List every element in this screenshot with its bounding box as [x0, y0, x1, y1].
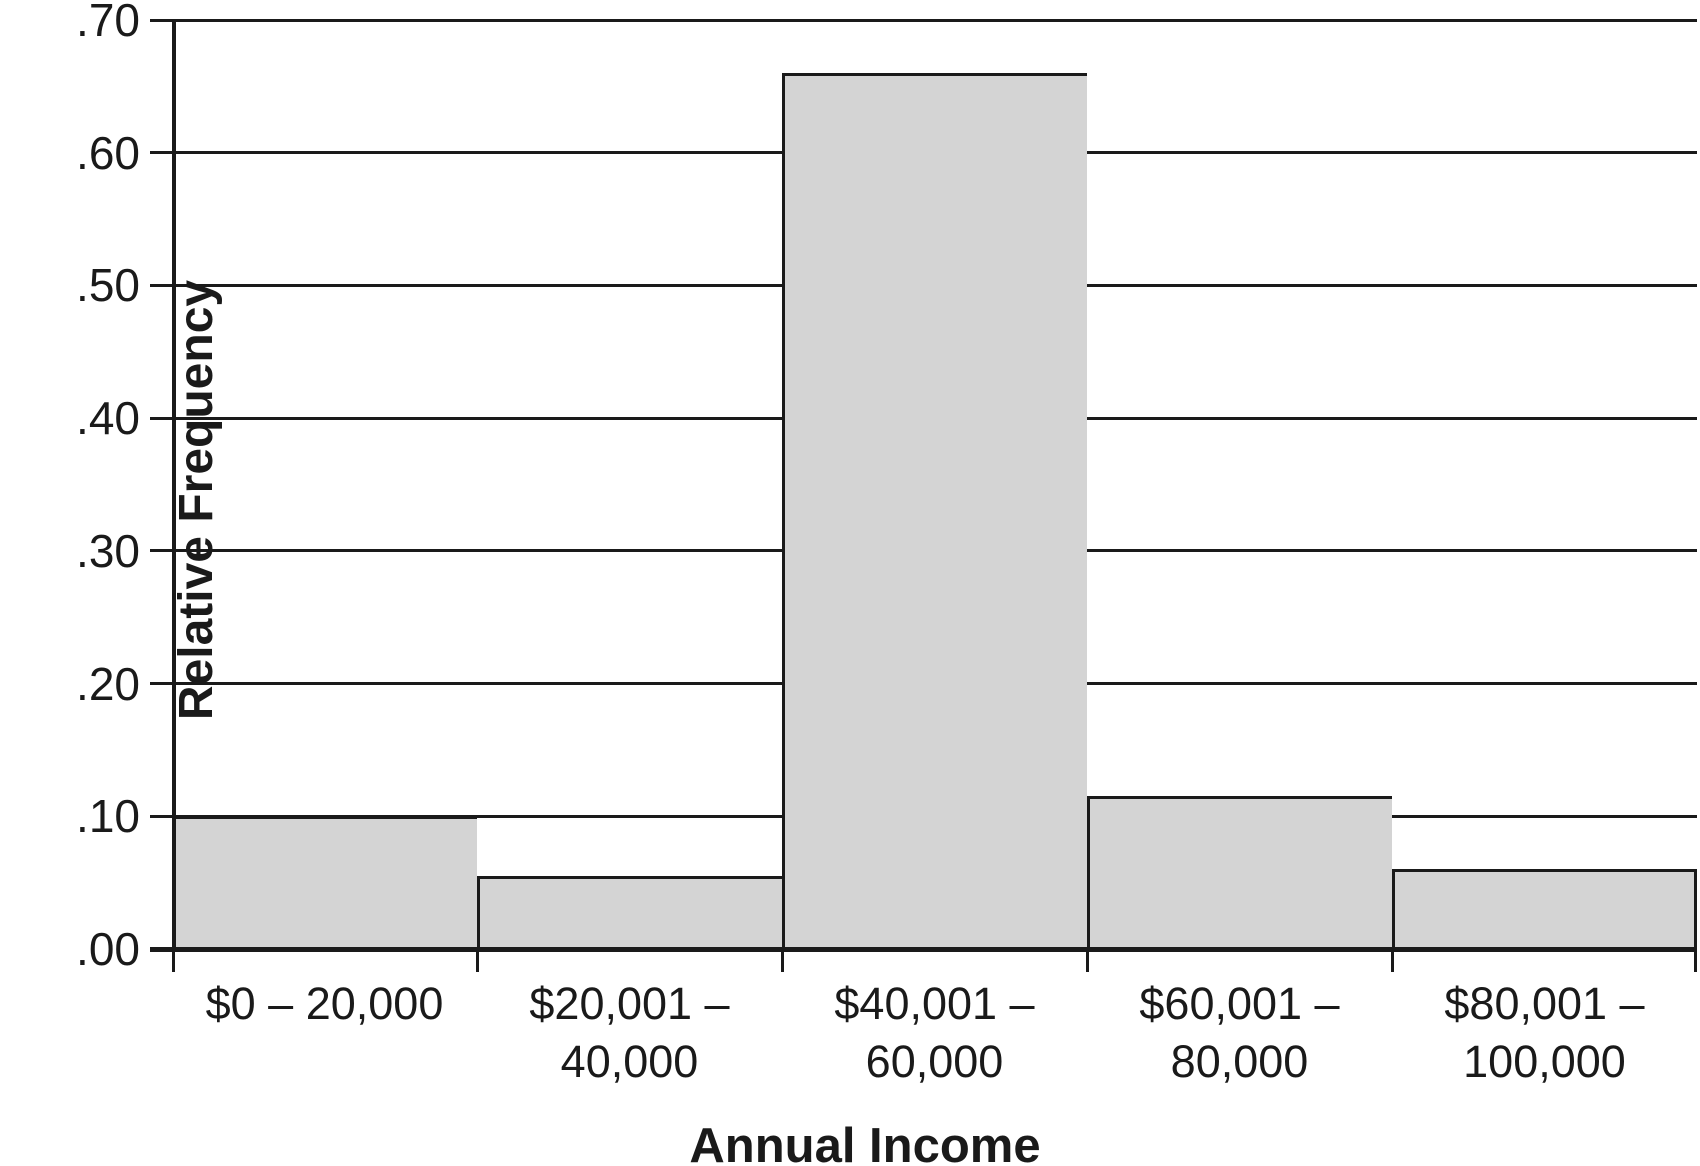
- x-axis-tick: [172, 952, 175, 972]
- x-tick-label: $0 – 20,000: [172, 975, 477, 1033]
- histogram-bar: [1087, 796, 1392, 949]
- histogram-bar: [1392, 869, 1697, 949]
- x-tick-label-line: $40,001 –: [834, 978, 1035, 1029]
- y-axis-tick: [150, 549, 172, 553]
- y-tick-label: .00: [76, 923, 140, 975]
- y-tick-label: .20: [76, 657, 140, 710]
- x-axis-tick: [1085, 952, 1089, 972]
- histogram-bar: [782, 73, 1087, 949]
- y-tick-label: .10: [76, 790, 140, 843]
- x-tick-label-line: 100,000: [1463, 1036, 1626, 1087]
- x-tick-label-line: $0 – 20,000: [205, 978, 444, 1029]
- plot-area: Relative Frequency .70.60.50.40.30.20.10…: [76, 0, 1697, 1087]
- x-tick-label-line: 80,000: [1170, 1036, 1309, 1087]
- y-tick-label: .40: [76, 392, 140, 445]
- y-axis-tick: [150, 814, 172, 818]
- x-axis-tick: [1694, 952, 1697, 972]
- x-tick-label: $40,001 – 60,000: [782, 975, 1087, 1091]
- x-tick-label: $80,001 – 100,000: [1392, 975, 1697, 1091]
- gridline: [172, 18, 1697, 22]
- histogram-bar: [477, 876, 782, 949]
- histogram-bar: [172, 816, 477, 949]
- y-axis-tick: [150, 416, 172, 420]
- x-axis-tick: [475, 952, 479, 972]
- y-axis-tick: [150, 151, 172, 155]
- y-tick-label: .70: [76, 0, 140, 46]
- x-tick-label-line: $60,001 –: [1139, 978, 1340, 1029]
- x-axis-line: [150, 946, 1697, 952]
- x-axis-title: Annual Income: [689, 1119, 1041, 1166]
- x-axis-tick: [1390, 952, 1394, 972]
- x-tick-label-line: $80,001 –: [1444, 978, 1645, 1029]
- x-tick-label: $20,001 – 40,000: [477, 975, 782, 1091]
- y-tick-label: .60: [76, 126, 140, 179]
- x-tick-label-line: 60,000: [865, 1036, 1004, 1087]
- y-axis-line: [172, 20, 176, 949]
- x-tick-label: $60,001 – 80,000: [1087, 975, 1392, 1091]
- y-axis-tick: [150, 947, 172, 951]
- x-tick-label-line: $20,001 –: [529, 978, 730, 1029]
- x-tick-label-line: 40,000: [560, 1036, 699, 1087]
- y-axis-tick: [150, 283, 172, 287]
- y-axis-tick: [150, 18, 172, 22]
- x-axis-tick: [780, 952, 784, 972]
- y-axis-tick: [150, 682, 172, 686]
- y-tick-label: .30: [76, 524, 140, 577]
- y-tick-label: .50: [76, 259, 140, 312]
